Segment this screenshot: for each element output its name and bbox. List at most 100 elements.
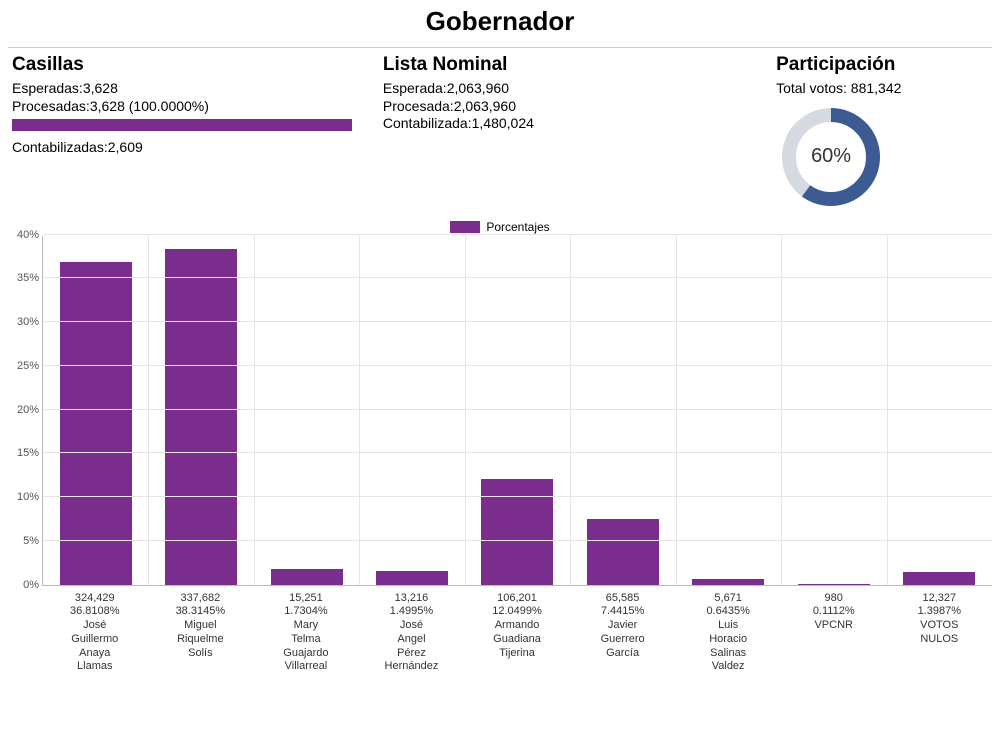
x-label-line: José bbox=[42, 619, 148, 633]
x-label-line: 0.6435% bbox=[675, 605, 781, 619]
lista-heading: Lista Nominal bbox=[383, 54, 736, 76]
label: Total votos: bbox=[776, 80, 851, 96]
x-label: 324,42936.8108%JoséGuillermoAnayaLlamas bbox=[42, 586, 148, 675]
x-label-line: Pérez bbox=[359, 647, 465, 661]
x-label-line: Telma bbox=[253, 633, 359, 647]
casillas-progress bbox=[12, 119, 352, 131]
y-tick: 25% bbox=[9, 360, 39, 372]
label: Esperadas: bbox=[12, 80, 83, 96]
page-root: Gobernador Casillas Esperadas:3,628 Proc… bbox=[0, 6, 1000, 729]
bar-slot bbox=[148, 236, 253, 585]
x-label: 13,2161.4995%JoséAngelPérezHernández bbox=[359, 586, 465, 675]
x-label-line: García bbox=[570, 647, 676, 661]
y-tick: 10% bbox=[9, 491, 39, 503]
bar bbox=[798, 584, 870, 585]
participacion-block: Participación Total votos: 881,342 60% bbox=[736, 54, 988, 212]
gridline bbox=[43, 234, 992, 235]
bar-slot bbox=[254, 236, 359, 585]
casillas-contabilizadas: Contabilizadas:2,609 bbox=[12, 139, 383, 157]
x-label: 65,5857.4415%JavierGuerreroGarcía bbox=[570, 586, 676, 675]
y-tick: 35% bbox=[9, 272, 39, 284]
value: 1,480,024 bbox=[472, 115, 534, 131]
x-label-line: Javier bbox=[570, 619, 676, 633]
bar bbox=[165, 249, 237, 584]
chart-xlabels: 324,42936.8108%JoséGuillermoAnayaLlamas3… bbox=[42, 586, 992, 675]
vgridline bbox=[359, 236, 360, 585]
x-label: 337,68238.3145%MiguelRiquelmeSolís bbox=[148, 586, 254, 675]
x-label-line: 1.3987% bbox=[887, 605, 993, 619]
participacion-total: Total votos: 881,342 bbox=[776, 80, 988, 98]
vgridline bbox=[148, 236, 149, 585]
y-tick: 5% bbox=[9, 535, 39, 547]
x-label-line: 12.0499% bbox=[464, 605, 570, 619]
label: Procesadas: bbox=[12, 98, 90, 114]
x-label-line: Armando bbox=[464, 619, 570, 633]
vgridline bbox=[781, 236, 782, 585]
x-label-line: Valdez bbox=[675, 660, 781, 674]
chart-plot: 0%5%10%15%20%25%30%35%40% bbox=[42, 236, 992, 586]
x-label-line: Villarreal bbox=[253, 660, 359, 674]
x-label-line: Riquelme bbox=[148, 633, 254, 647]
x-label-line: Solís bbox=[148, 647, 254, 661]
donut-label: 60% bbox=[776, 102, 886, 212]
gridline bbox=[43, 365, 992, 366]
x-label-line: Guillermo bbox=[42, 633, 148, 647]
x-label-line: 15,251 bbox=[253, 592, 359, 606]
x-label-line: 65,585 bbox=[570, 592, 676, 606]
vgridline bbox=[887, 236, 888, 585]
lista-block: Lista Nominal Esperada:2,063,960 Procesa… bbox=[383, 54, 736, 212]
x-label-line: 38.3145% bbox=[148, 605, 254, 619]
value: 3,628 bbox=[83, 80, 118, 96]
gridline bbox=[43, 321, 992, 322]
x-label-line: Luis bbox=[675, 619, 781, 633]
bar-slot bbox=[887, 236, 992, 585]
x-label-line: VPCNR bbox=[781, 619, 887, 633]
x-label-line: Hernández bbox=[359, 660, 465, 674]
x-label-line: 1.4995% bbox=[359, 605, 465, 619]
x-label-line: 337,682 bbox=[148, 592, 254, 606]
x-label-line: Angel bbox=[359, 633, 465, 647]
bar bbox=[271, 569, 343, 584]
summary-row: Casillas Esperadas:3,628 Procesadas:3,62… bbox=[8, 54, 992, 216]
gridline bbox=[43, 452, 992, 453]
vgridline bbox=[676, 236, 677, 585]
x-label: 15,2511.7304%MaryTelmaGuajardoVillarreal bbox=[253, 586, 359, 675]
bar bbox=[481, 479, 553, 584]
bar-slot bbox=[676, 236, 781, 585]
x-label-line: Tijerina bbox=[464, 647, 570, 661]
x-label-line: Salinas bbox=[675, 647, 781, 661]
bar-slot bbox=[465, 236, 570, 585]
value: 2,609 bbox=[108, 139, 143, 155]
bar bbox=[60, 262, 132, 584]
x-label: 5,6710.6435%LuisHoracioSalinasValdez bbox=[675, 586, 781, 675]
bar bbox=[692, 579, 764, 585]
bar-slot bbox=[43, 236, 148, 585]
value: 3,628 (100.0000%) bbox=[90, 98, 209, 114]
x-label-line: Miguel bbox=[148, 619, 254, 633]
bar-slot bbox=[570, 236, 675, 585]
x-label-line: NULOS bbox=[887, 633, 993, 647]
x-label-line: 36.8108% bbox=[42, 605, 148, 619]
x-label-line: 1.7304% bbox=[253, 605, 359, 619]
casillas-block: Casillas Esperadas:3,628 Procesadas:3,62… bbox=[12, 54, 383, 212]
lista-contabilizada: Contabilizada:1,480,024 bbox=[383, 115, 736, 133]
x-label-line: Guerrero bbox=[570, 633, 676, 647]
y-tick: 0% bbox=[9, 579, 39, 591]
lista-procesada: Procesada:2,063,960 bbox=[383, 98, 736, 116]
page-title: Gobernador bbox=[8, 6, 992, 37]
label: Contabilizada: bbox=[383, 115, 472, 131]
y-tick: 40% bbox=[9, 229, 39, 241]
y-tick: 30% bbox=[9, 316, 39, 328]
x-label-line: Mary bbox=[253, 619, 359, 633]
label: Procesada: bbox=[383, 98, 454, 114]
casillas-procesadas: Procesadas:3,628 (100.0000%) bbox=[12, 98, 383, 116]
bar bbox=[587, 519, 659, 584]
gridline bbox=[43, 409, 992, 410]
x-label-line: VOTOS bbox=[887, 619, 993, 633]
casillas-heading: Casillas bbox=[12, 54, 383, 76]
label: Esperada: bbox=[383, 80, 447, 96]
legend-swatch bbox=[450, 221, 480, 233]
bar bbox=[903, 572, 975, 584]
vgridline bbox=[465, 236, 466, 585]
casillas-progress-fill bbox=[12, 119, 352, 131]
